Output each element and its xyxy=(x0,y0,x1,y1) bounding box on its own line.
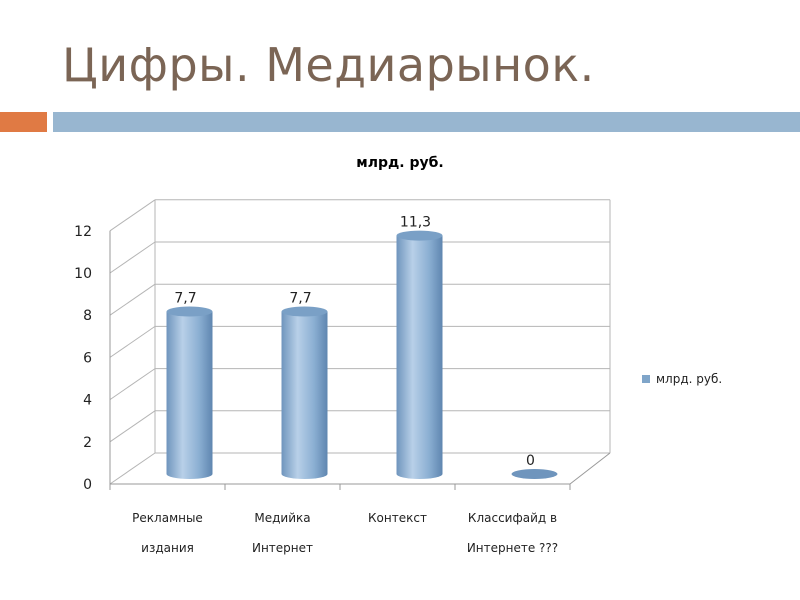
gridline-side xyxy=(109,325,156,358)
chart-title: млрд. руб. xyxy=(356,155,444,171)
gridline-side xyxy=(109,241,156,274)
y-tick-label: 2 xyxy=(83,435,92,451)
bar-body xyxy=(396,235,443,479)
y-tick-label: 8 xyxy=(83,308,92,324)
chart-grid xyxy=(109,199,611,485)
chart-labels: 7,7 Рекламные издания 7,7 Медийка Интернет 11,… xyxy=(132,215,558,555)
chart-axes: 0 2 4 6 8 10 12 xyxy=(74,224,611,493)
data-label: 11,3 xyxy=(400,215,431,231)
slide-title: Цифры. Медиарынок. xyxy=(62,38,595,92)
y-tick-label: 12 xyxy=(74,224,92,240)
chart-bars xyxy=(166,230,558,479)
x-tick-label: Контекст xyxy=(368,511,427,525)
chart-legend: млрд. руб. xyxy=(642,372,722,386)
bar xyxy=(511,469,558,479)
x-tick-label: Интернете ??? xyxy=(467,541,558,555)
y-tick-label: 0 xyxy=(83,477,92,493)
bar-top xyxy=(281,306,328,317)
title-band xyxy=(53,112,800,132)
bar xyxy=(281,306,328,479)
y-tick-label: 10 xyxy=(74,266,92,282)
legend-swatch xyxy=(642,375,650,383)
y-tick-label: 6 xyxy=(83,350,92,366)
bar-body xyxy=(166,311,213,479)
data-label: 0 xyxy=(526,453,535,469)
legend-label: млрд. руб. xyxy=(656,372,723,386)
bar-top xyxy=(396,230,443,241)
x-tick-label: Медийка xyxy=(254,511,310,525)
bar-top xyxy=(511,469,558,479)
bar xyxy=(166,306,213,479)
x-tick-label: Классифайд в xyxy=(468,511,557,525)
data-label: 7,7 xyxy=(289,291,311,307)
x-tick-label: Интернет xyxy=(252,541,313,555)
bar-top xyxy=(166,306,213,317)
data-label: 7,7 xyxy=(174,291,196,307)
gridline-side xyxy=(109,410,156,443)
gridline-side xyxy=(109,368,156,401)
bar-body xyxy=(281,311,328,479)
x-tick-label: издания xyxy=(141,541,194,555)
gridline-side xyxy=(109,452,156,485)
bar xyxy=(396,230,443,479)
gridline-side xyxy=(109,199,156,232)
title-accent-band xyxy=(0,112,47,132)
x-tick-label: Рекламные xyxy=(132,511,203,525)
gridline-side xyxy=(109,283,156,316)
y-tick-label: 4 xyxy=(83,393,92,409)
floor-edge xyxy=(569,452,611,485)
